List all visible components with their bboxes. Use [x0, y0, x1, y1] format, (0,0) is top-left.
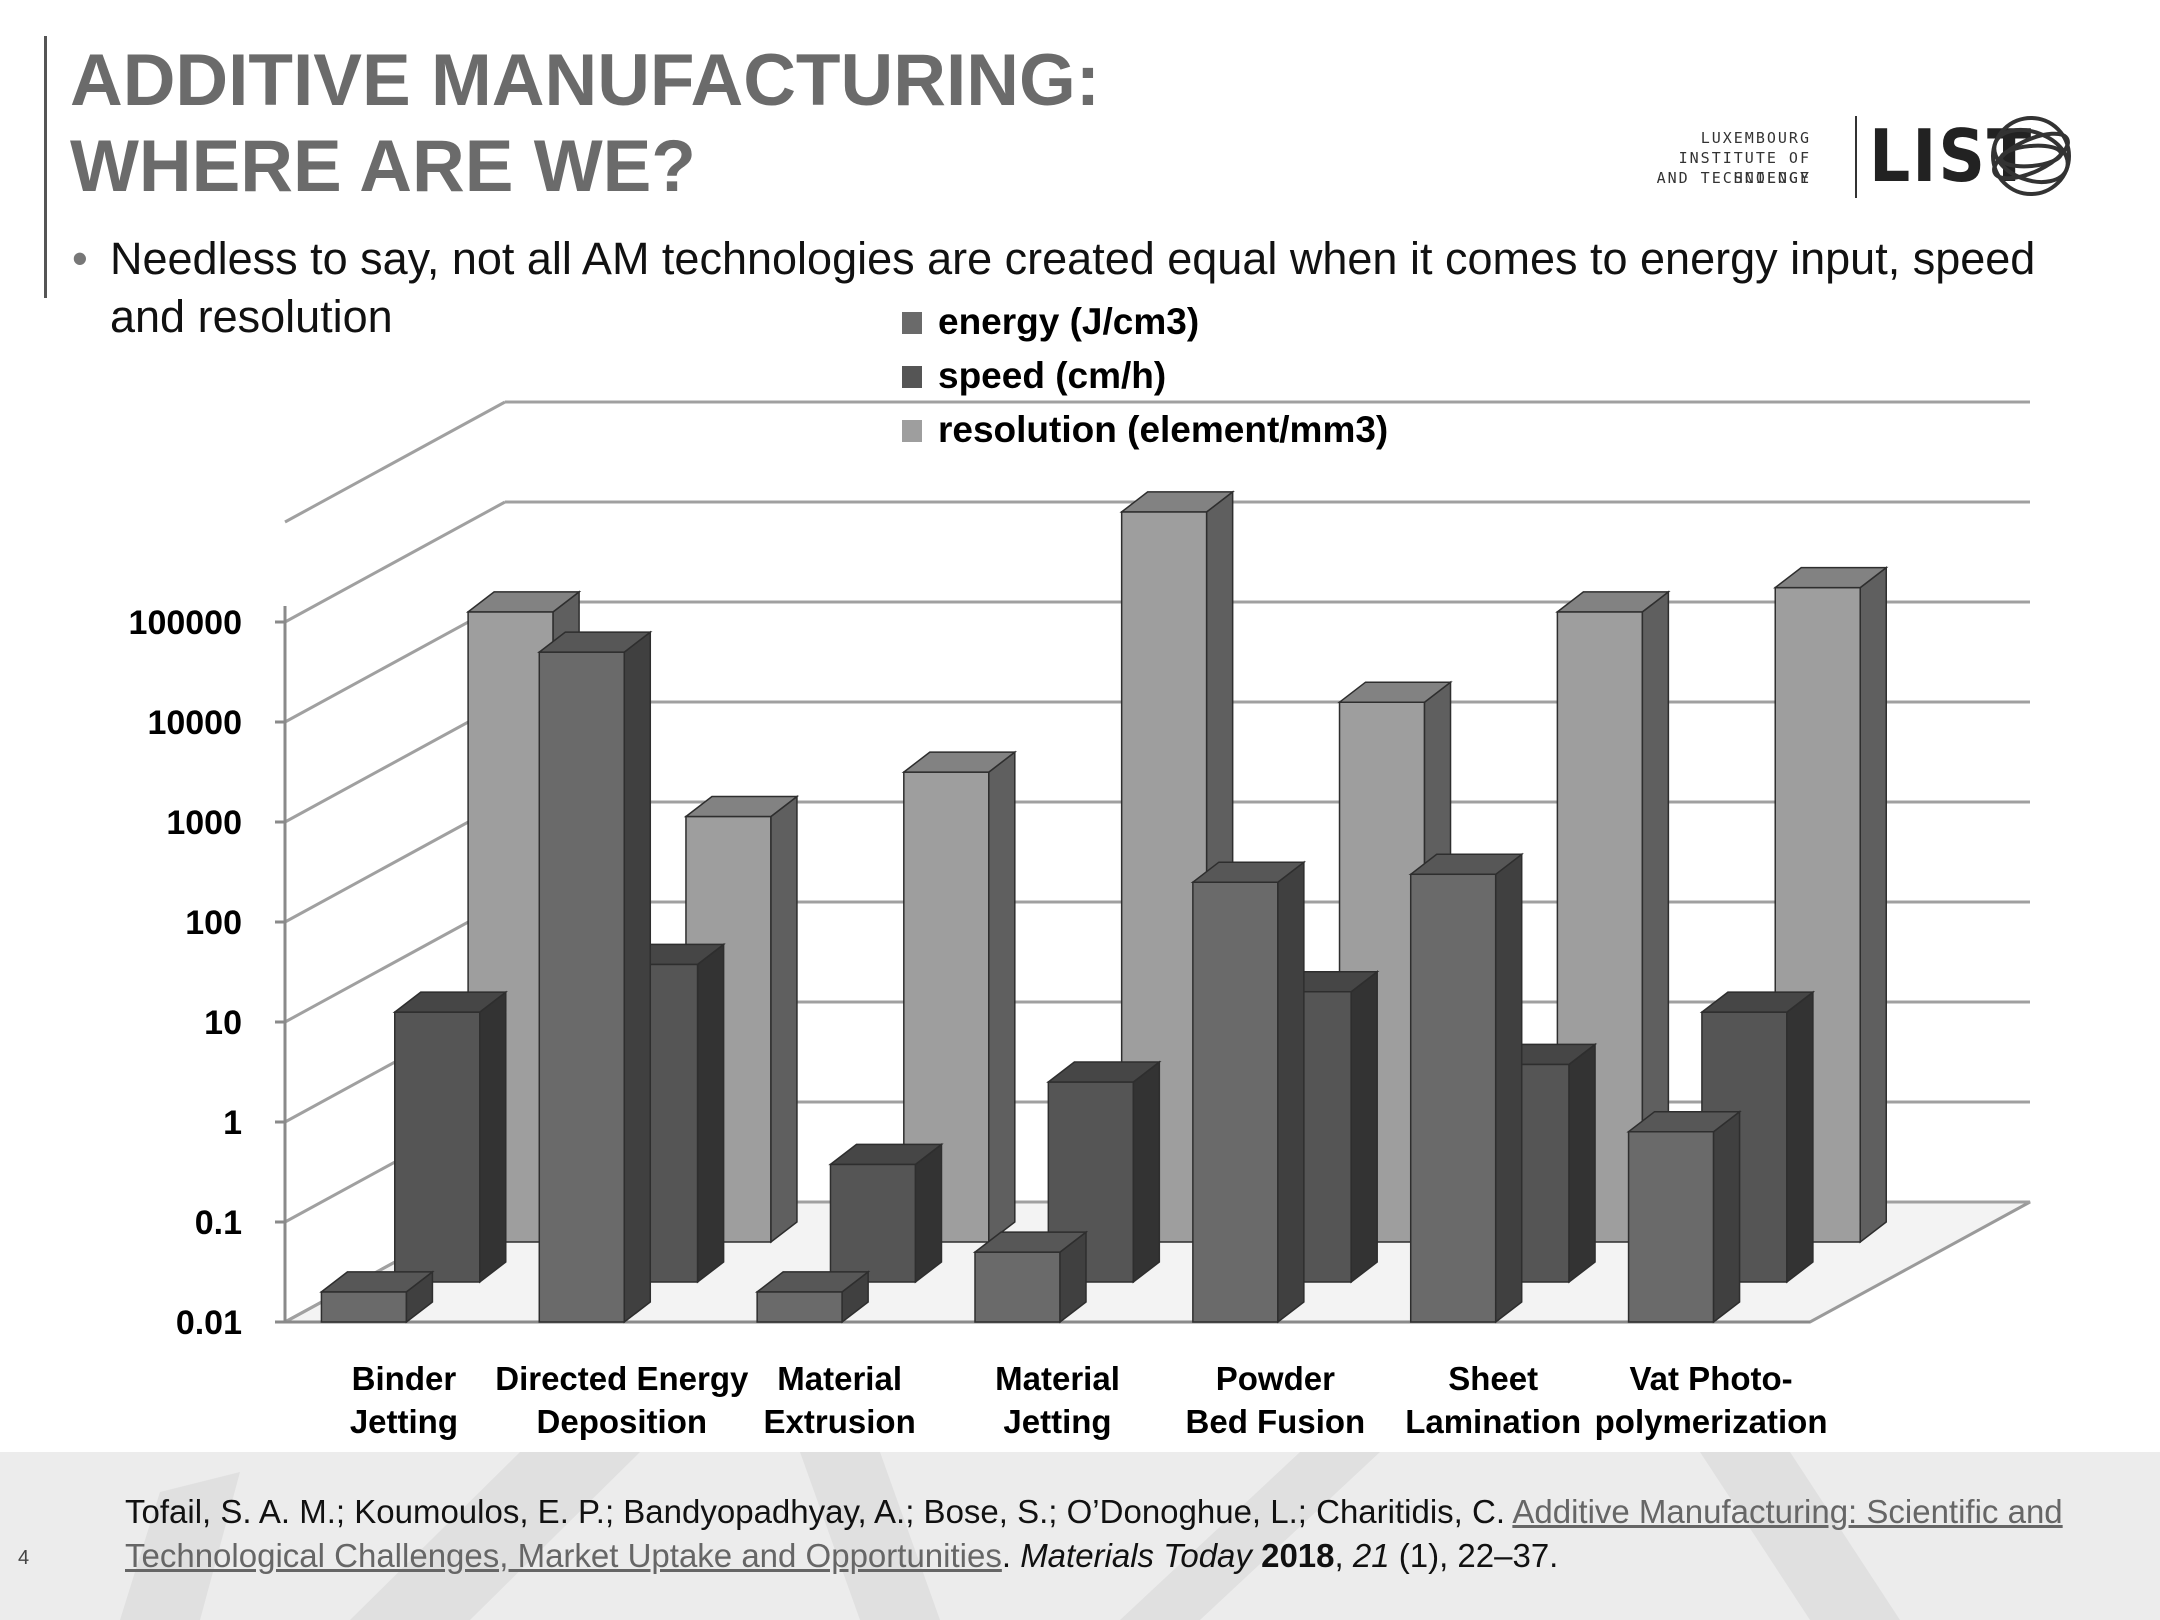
- title-line-2: WHERE ARE WE?: [70, 126, 696, 207]
- bar-top: [537, 631, 653, 653]
- y-tick-label: 100: [185, 904, 242, 942]
- bullet-text: Needless to say, not all AM technologies…: [110, 233, 2036, 342]
- bar-side: [770, 794, 798, 1244]
- bar: [394, 1011, 481, 1283]
- bar-top: [1699, 991, 1816, 1013]
- category-label: Lamination: [1405, 1403, 1581, 1440]
- bar-top: [754, 1271, 871, 1293]
- bar: [1409, 873, 1497, 1323]
- y-tick-label: 10000: [147, 704, 242, 742]
- bar-side: [1568, 1042, 1596, 1284]
- category-label: Sheet: [1448, 1360, 1538, 1397]
- category-label: Binder: [352, 1360, 457, 1397]
- bar: [974, 1251, 1061, 1323]
- bar-side: [914, 1142, 943, 1284]
- reference-issue-pages: (1), 22–37.: [1389, 1537, 1559, 1574]
- bar-top: [1190, 861, 1307, 883]
- footer-watermark: [120, 1452, 1900, 1620]
- reference-volume: 21: [1352, 1537, 1390, 1574]
- y-tick-label: 1000: [166, 804, 242, 842]
- bar-top: [1046, 1061, 1162, 1083]
- category-label: Material: [995, 1360, 1120, 1397]
- bar-side: [1712, 1110, 1741, 1324]
- bar-top: [828, 1143, 944, 1166]
- reference-space: [1252, 1537, 1261, 1574]
- bar: [829, 1163, 917, 1283]
- side-gridline: [284, 500, 506, 624]
- bar-side: [1494, 852, 1523, 1324]
- category-label: Bed Fusion: [1186, 1403, 1366, 1440]
- logo-line-2: INSTITUTE OF SCIENCE: [1678, 149, 1811, 187]
- legend-label: resolution (element/mm3): [938, 409, 1388, 450]
- bar-side: [1859, 566, 1887, 1244]
- bar-top: [1408, 853, 1524, 876]
- bar: [1627, 1130, 1715, 1323]
- side-gridline: [284, 400, 506, 524]
- reference-comma: ,: [1334, 1537, 1353, 1574]
- list-logo: LUXEMBOURG INSTITUTE OF SCIENCE AND TECH…: [1655, 112, 2075, 202]
- category-label: Powder: [1216, 1360, 1335, 1397]
- category-label: polymerization: [1595, 1403, 1828, 1440]
- bar-top: [1626, 1110, 1742, 1133]
- page-number: 4: [18, 1547, 30, 1569]
- legend-swatch: [902, 366, 922, 388]
- reference-after-link: .: [1001, 1537, 1021, 1574]
- reference-authors: Tofail, S. A. M.; Koumoulos, E. P.; Band…: [125, 1493, 1513, 1530]
- title-accent-bar: [44, 36, 47, 298]
- bar-side: [988, 750, 1016, 1244]
- category-label: Material: [777, 1360, 902, 1397]
- legend-swatch: [902, 312, 922, 334]
- bar-top: [1773, 566, 1889, 589]
- logo-line-3: AND TECHNOLOGY: [1656, 169, 1811, 187]
- bar-top: [683, 795, 800, 818]
- bar-side: [479, 990, 507, 1284]
- bar-top: [1119, 491, 1235, 513]
- bar: [756, 1291, 843, 1323]
- bar-top: [972, 1231, 1089, 1253]
- bar-side: [1277, 860, 1305, 1324]
- category-label: Deposition: [537, 1403, 708, 1440]
- reference-year: 2018: [1261, 1537, 1335, 1574]
- bar: [320, 1291, 408, 1323]
- bar: [1192, 881, 1279, 1323]
- category-label: Jetting: [350, 1403, 458, 1440]
- bullet-mark: •: [72, 233, 88, 284]
- chart: 0.01 0.1 1 10 100 1000 10000 100000 Binder Jettin…: [129, 301, 2031, 1440]
- reference-journal: Materials Today: [1020, 1537, 1252, 1574]
- legend-swatch: [902, 420, 922, 442]
- bar-top: [1337, 681, 1453, 703]
- bar: [538, 651, 626, 1323]
- bar-top: [392, 991, 508, 1013]
- title-line-1: ADDITIVE MANUFACTURING:: [70, 40, 1101, 121]
- list-globe-emblem-icon: [1991, 116, 2071, 196]
- bar-side: [1350, 970, 1378, 1284]
- bar-side: [696, 942, 725, 1284]
- category-label: Directed Energy: [495, 1360, 749, 1397]
- legend-label: speed (cm/h): [938, 355, 1166, 396]
- reference-citation: Tofail, S. A. M.; Koumoulos, E. P.; Band…: [125, 1490, 2065, 1578]
- logo-line-1: LUXEMBOURG: [1700, 129, 1811, 147]
- bar-side: [1132, 1060, 1161, 1284]
- footer-band: [0, 1452, 2160, 1620]
- bar-top: [901, 751, 1018, 773]
- bar-top: [1555, 591, 1671, 613]
- category-label: Vat Photo-: [1629, 1360, 1792, 1397]
- category-label: Extrusion: [764, 1403, 916, 1440]
- bar-side: [1786, 990, 1814, 1284]
- y-tick-label: 10: [204, 1004, 242, 1042]
- y-tick-label: 1: [223, 1104, 242, 1142]
- y-tick-label: 0.01: [176, 1304, 242, 1342]
- bar-top: [465, 591, 582, 613]
- bar-top: [319, 1271, 435, 1293]
- legend-label: energy (J/cm3): [938, 301, 1199, 342]
- y-tick-label: 100000: [129, 604, 242, 642]
- y-tick-label: 0.1: [195, 1204, 242, 1242]
- slide-title: ADDITIVE MANUFACTURING: WHERE ARE WE?: [70, 38, 1100, 210]
- reference-link[interactable]: Additive Manufacturing: Scientific and T…: [125, 1493, 2063, 1574]
- category-label: Jetting: [1003, 1403, 1111, 1440]
- logo-divider: [1855, 116, 1857, 198]
- bar-side: [623, 630, 652, 1324]
